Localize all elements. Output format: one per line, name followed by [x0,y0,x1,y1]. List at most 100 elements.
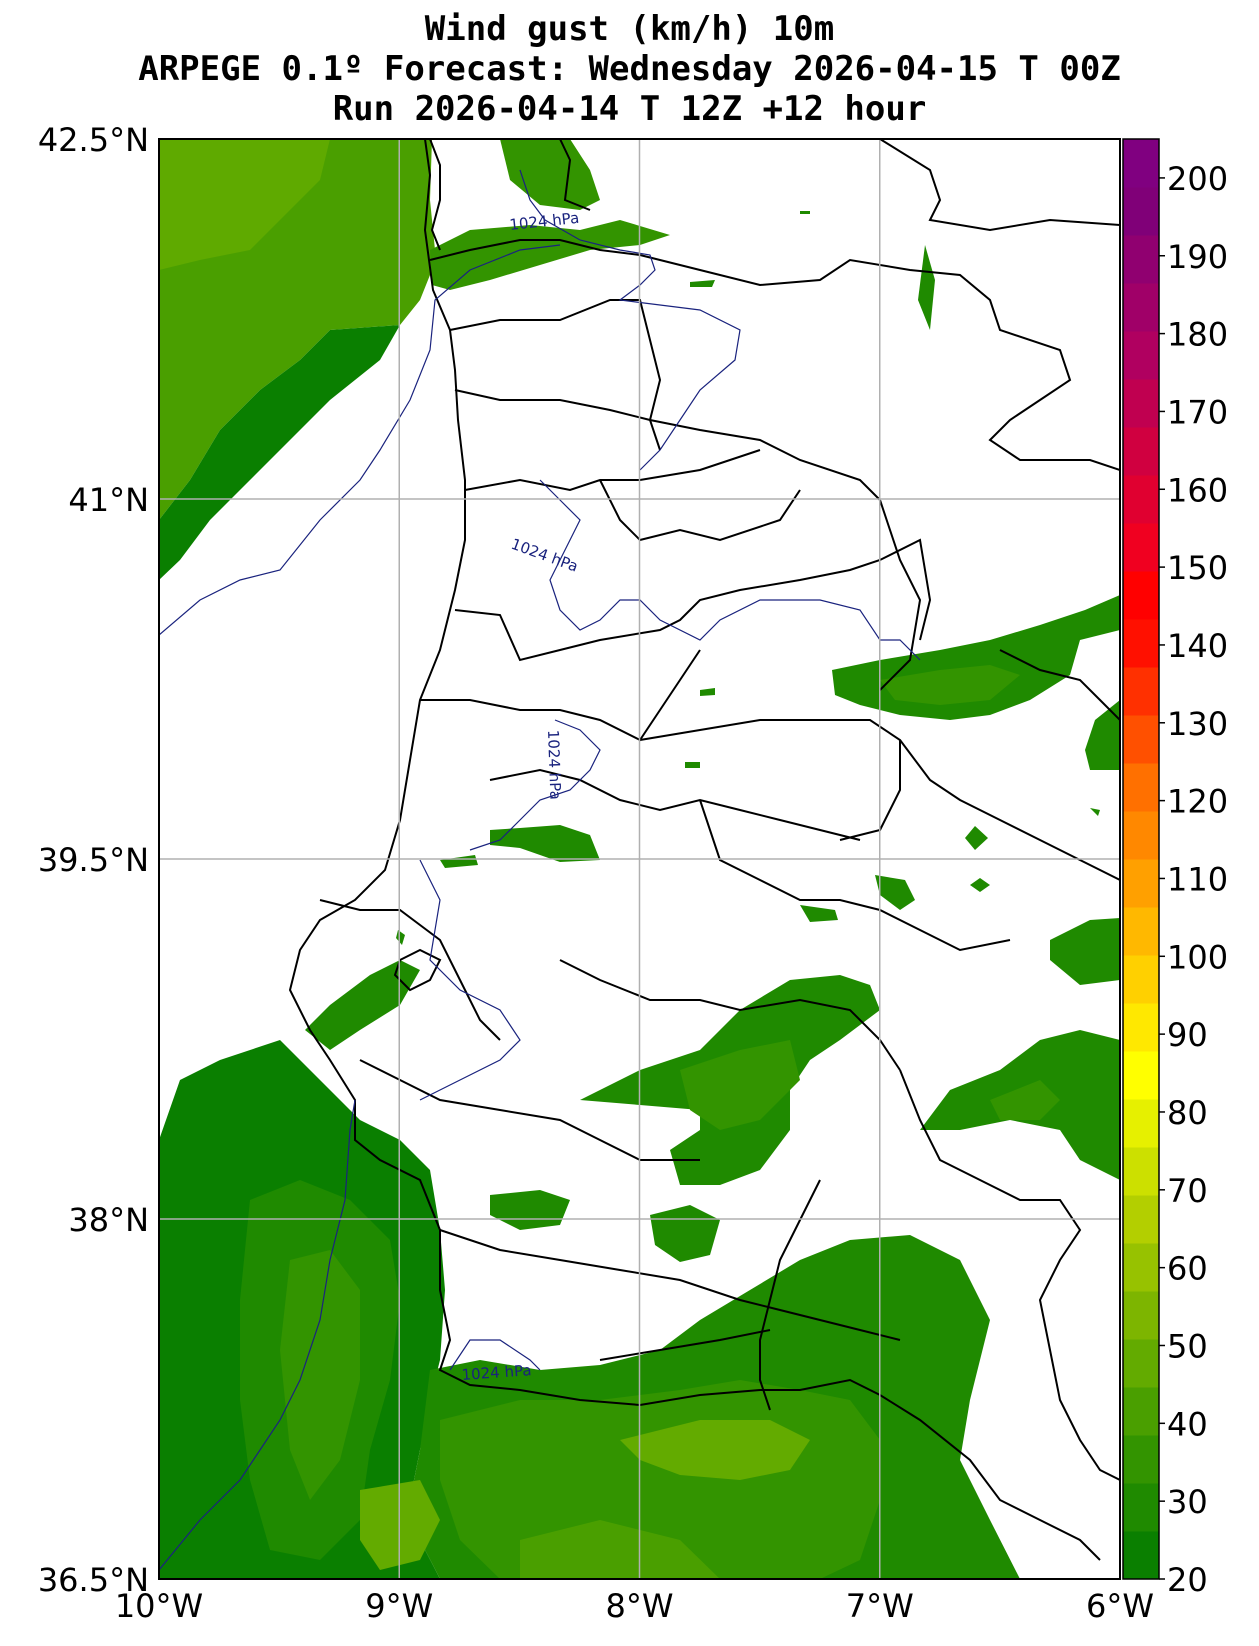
map-title-line2: ARPEGE 0.1º Forecast: Wednesday 2026-04-… [138,49,1121,89]
isobar-layer [159,169,921,1571]
border-spain-central [999,649,1120,721]
colorbar: 20 30 40 50 60 70 80 90 100 110 120 130 140 150 160 170… [1122,138,1228,1599]
colorbar-tick-label: 80 [1167,1094,1208,1132]
colorbar-frame [1122,138,1160,1580]
border-spain-east [879,139,1120,232]
border-district-evora [559,959,901,1071]
border-district-porto [454,389,651,421]
isobar-west-central [469,719,601,851]
gust-area-minho-coast [430,220,670,290]
border-district-castelobranco [639,719,901,841]
gust-spot-east-3 [875,875,915,910]
boundaries-layer [288,139,1120,1561]
colorbar-segment [1123,1003,1159,1052]
gust-area-east-central-core [880,665,1020,705]
border-district-coimbra [454,538,932,662]
gust-area-east-edge [1085,700,1120,770]
gust-spot-east-2 [970,878,990,892]
plot-frame [158,138,1121,1580]
isobar-label-south: 1024 hPa [461,1361,532,1384]
colorbar-segment [1123,187,1159,236]
colorbar-segment [1123,1243,1159,1292]
lat-tick-label: 41°N [68,481,149,519]
border-spain-south [899,1069,1120,1481]
lon-tick-label: 6°W [1086,1587,1154,1625]
lat-tick-label: 36.5°N [38,1561,149,1599]
gust-area-leiria [490,825,600,862]
colorbar-tick-label: 60 [1167,1250,1208,1288]
colorbar-segment [1123,1147,1159,1196]
gust-spot-north-2 [800,211,810,214]
border-district-faro [599,1329,771,1361]
colorbar-tick-label: 130 [1167,705,1228,743]
colorbar-segment [1123,811,1159,860]
lat-tick-label: 38°N [68,1201,149,1239]
colorbar-segment [1123,667,1159,716]
gust-area-galicia-coast [500,139,600,210]
colorbar-tick-label: 160 [1167,471,1228,509]
colorbar-tick-label: 40 [1167,1405,1208,1443]
gust-spot-north-1 [690,280,715,287]
colorbar-tick-label: 190 [1167,238,1228,276]
border-district-beja [439,1229,901,1341]
colorbar-segment [1123,1435,1159,1484]
colorbar-segment [1123,619,1159,668]
gust-area-alentejo-east-core [990,1080,1060,1120]
colorbar-segment [1123,283,1159,332]
colorbar-segment [1123,379,1159,428]
colorbar-segment [1123,1387,1159,1436]
lat-tick-label: 39.5°N [38,841,149,879]
coastline-galicia [429,139,441,251]
border-spain-north [559,139,591,211]
lat-tick-label: 42.5°N [38,121,149,159]
colorbar-segment [1123,571,1159,620]
colorbar-segment [1123,1483,1159,1532]
gust-spot-central-2 [685,762,700,768]
colorbar-tick-label: 30 [1167,1483,1208,1521]
border-district-vilareal [649,419,881,501]
border-district-lisboa [319,899,501,1041]
colorbar-segment [1123,235,1159,284]
isobar-lisbon [419,859,521,1101]
gust-area-southwest-ocean-core [280,1250,360,1500]
lon-tick-label: 7°W [846,1587,914,1625]
gust-spot-east-5 [1090,808,1100,816]
colorbar-segment [1123,763,1159,812]
border-district-setubal [359,1059,700,1161]
border-guadiana [759,1179,821,1411]
gust-area-lisbon [305,960,420,1050]
colorbar-tick-label: 90 [1167,1016,1208,1054]
colorbar-tick-label: 110 [1167,860,1228,898]
border-minho [429,239,641,261]
map-title-line1: Wind gust (km/h) 10m [424,9,835,49]
gust-area-northwest-ocean-inner [159,139,330,270]
border-district-portalegre [699,799,1011,952]
gust-area-northwest-ocean-edge [159,325,400,580]
colorbar-tick-label: 140 [1167,627,1228,665]
latitude-labels: 42.5°N 41°N 39.5°N 38°N 36.5°N [38,121,149,1599]
colorbar-tick-label: 150 [1167,549,1228,587]
border-district-santarem [489,768,861,841]
colorbar-segment [1123,955,1159,1004]
colorbar-segment [1123,1195,1159,1244]
map-title-line3: Run 2026-04-14 T 12Z +12 hour [332,89,927,129]
colorbar-segment [1123,1531,1159,1580]
isobar-southwest [159,1099,356,1571]
isobar-coastal [159,244,561,636]
isobar-label-west: 1024 hPa [544,730,564,801]
gust-area-beja-small [490,1190,570,1230]
gust-area-alentejo-central-core [680,1040,800,1130]
colorbar-tick-label: 120 [1167,783,1228,821]
isobar-central [539,479,921,661]
colorbar-segment [1123,523,1159,572]
lon-tick-label: 9°W [365,1587,433,1625]
border-trasosmontes [639,254,1120,471]
gust-area-algarve-core [620,1420,810,1480]
colorbar-segment [1123,475,1159,524]
colorbar-tick-label: 200 [1167,160,1228,198]
colorbar-segment [1123,715,1159,764]
colorbar-tick-label: 180 [1167,316,1228,354]
gust-spot-east-4 [800,905,838,922]
gust-area-algarve-core-3 [520,1520,720,1579]
